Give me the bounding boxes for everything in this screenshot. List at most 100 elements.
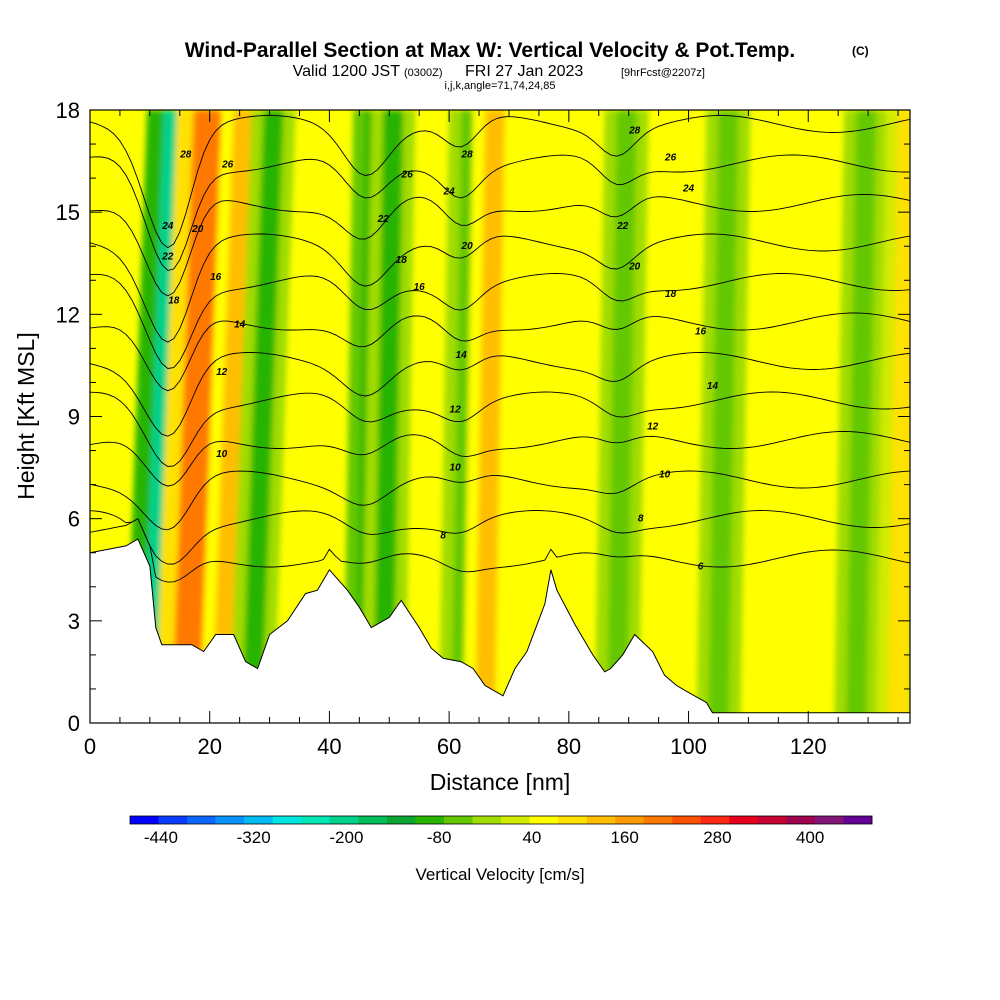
contour-label: 10 <box>216 449 228 460</box>
isentrope-contour <box>90 115 910 249</box>
isentrope-contour <box>90 518 910 583</box>
colorbar-swatch <box>215 816 245 824</box>
x-tick-label: 120 <box>790 734 827 759</box>
contour-label: 14 <box>456 350 468 361</box>
x-tick-label: 100 <box>670 734 707 759</box>
x-axis-label: Distance [nm] <box>430 769 571 795</box>
contour-label: 6 <box>698 561 704 572</box>
contour-labels: 28 26 24 22 20 18 16 14 12 10 26 28 24 22 18 20 16 14 12 10… <box>161 125 718 572</box>
contour-label: 28 <box>461 149 474 160</box>
colorbar-swatch <box>615 816 644 824</box>
x-tick-label: 20 <box>197 734 221 759</box>
colorbar-tick-labels: -440 -320 -200 -80 40 160 280 400 <box>144 828 824 847</box>
contour-label: 20 <box>628 262 641 273</box>
colorbar-swatch <box>843 816 873 824</box>
vertical-velocity-band <box>171 110 222 723</box>
contour-label: 18 <box>665 289 677 300</box>
colorbar-swatch <box>329 816 359 824</box>
x-tick-label: 40 <box>317 734 341 759</box>
vertical-velocity-band <box>846 110 877 723</box>
x-tick-labels: 0 20 40 60 80 100 120 <box>84 734 827 759</box>
contour-label: 22 <box>616 221 629 232</box>
colorbar-swatch <box>130 816 159 824</box>
colorbar-swatch <box>643 816 673 824</box>
x-tick-label: 60 <box>437 734 461 759</box>
colorbar-tick-label: 400 <box>796 828 824 847</box>
isentrope-contour <box>90 352 910 437</box>
chart-title-badge: (C) <box>852 44 869 58</box>
isentrope-contour <box>90 194 910 297</box>
y-tick-label: 0 <box>68 711 80 736</box>
isentrope-contour <box>90 510 910 565</box>
y-axis-label: Height [Kft MSL] <box>13 332 39 499</box>
colorbar-swatch <box>814 816 844 824</box>
y-tick-label: 9 <box>68 405 80 430</box>
contour-label: 10 <box>450 463 462 474</box>
colorbar-swatch <box>757 816 787 824</box>
contour-label: 26 <box>664 153 677 164</box>
y-tick-label: 12 <box>56 302 80 327</box>
colorbar-tick-label: -200 <box>329 828 363 847</box>
contour-label: 8 <box>440 531 446 542</box>
isentrope-contour <box>90 470 910 531</box>
contour-label: 24 <box>443 187 456 198</box>
colorbar-swatch <box>386 816 416 824</box>
contour-label: 28 <box>179 149 192 160</box>
colorbar-swatch <box>700 816 730 824</box>
isentrope-contour <box>90 431 910 487</box>
colorbar-tick-label: 280 <box>703 828 731 847</box>
y-tick-label: 18 <box>56 98 80 123</box>
chart-title: Wind-Parallel Section at Max W: Vertical… <box>185 39 796 62</box>
contour-label: 24 <box>682 183 695 194</box>
colorbar-swatch <box>272 816 302 824</box>
colorbar-swatch <box>786 816 816 824</box>
vertical-velocity-band <box>606 110 637 723</box>
contour-label: 28 <box>628 125 641 136</box>
colorbar-swatch <box>586 816 616 824</box>
isentrope-contour <box>90 273 910 369</box>
y-tick-label: 15 <box>56 200 80 225</box>
colorbar-swatch <box>529 816 559 824</box>
colorbar-tick-label: -440 <box>144 828 178 847</box>
colorbar-swatch <box>729 816 759 824</box>
x-tick-label: 80 <box>557 734 581 759</box>
contour-label: 20 <box>461 241 474 252</box>
contour-label: 12 <box>216 367 228 378</box>
axis-ticks <box>89 109 910 724</box>
colorbar-tick-label: -320 <box>237 828 271 847</box>
contour-label: 14 <box>234 320 246 331</box>
contour-label: 20 <box>191 224 204 235</box>
colorbar-swatch <box>244 816 273 824</box>
contour-label: 24 <box>161 221 174 232</box>
vertical-velocity-band <box>211 110 254 723</box>
colorbar-tick-label: 40 <box>522 828 541 847</box>
colorbar-swatch <box>672 816 702 824</box>
x-tick-label: 0 <box>84 734 96 759</box>
colorbar-swatch <box>358 816 388 824</box>
subtitle-date: FRI 27 Jan 2023 <box>465 63 583 80</box>
colorbar-swatch <box>187 816 216 824</box>
contour-label: 26 <box>221 159 234 170</box>
subtitle-utc: (0300Z) <box>404 67 443 79</box>
contour-label: 18 <box>396 255 408 266</box>
isentrope-contour <box>90 154 910 272</box>
contour-label: 10 <box>659 469 671 480</box>
colorbar-swatch <box>501 816 530 824</box>
contour-label: 18 <box>168 296 180 307</box>
potential-temperature-contours <box>90 115 910 583</box>
contour-label: 22 <box>377 214 390 225</box>
colorbar-swatch <box>415 816 445 824</box>
colorbar-swatch <box>158 816 188 824</box>
colorbar-tick-label: -80 <box>427 828 452 847</box>
y-tick-label: 3 <box>68 609 80 634</box>
contour-label: 26 <box>401 170 414 181</box>
colorbar-swatch <box>558 816 587 824</box>
colorbar-label: Vertical Velocity [cm/s] <box>415 865 584 884</box>
colorbar-frame <box>129 815 873 825</box>
colorbar-swatch <box>301 816 331 824</box>
isentrope-contour <box>90 233 910 343</box>
subtitle-valid: Valid 1200 JST <box>293 63 401 80</box>
contour-label: 12 <box>450 405 462 416</box>
y-tick-labels: 0 3 6 9 12 15 18 <box>56 98 80 736</box>
